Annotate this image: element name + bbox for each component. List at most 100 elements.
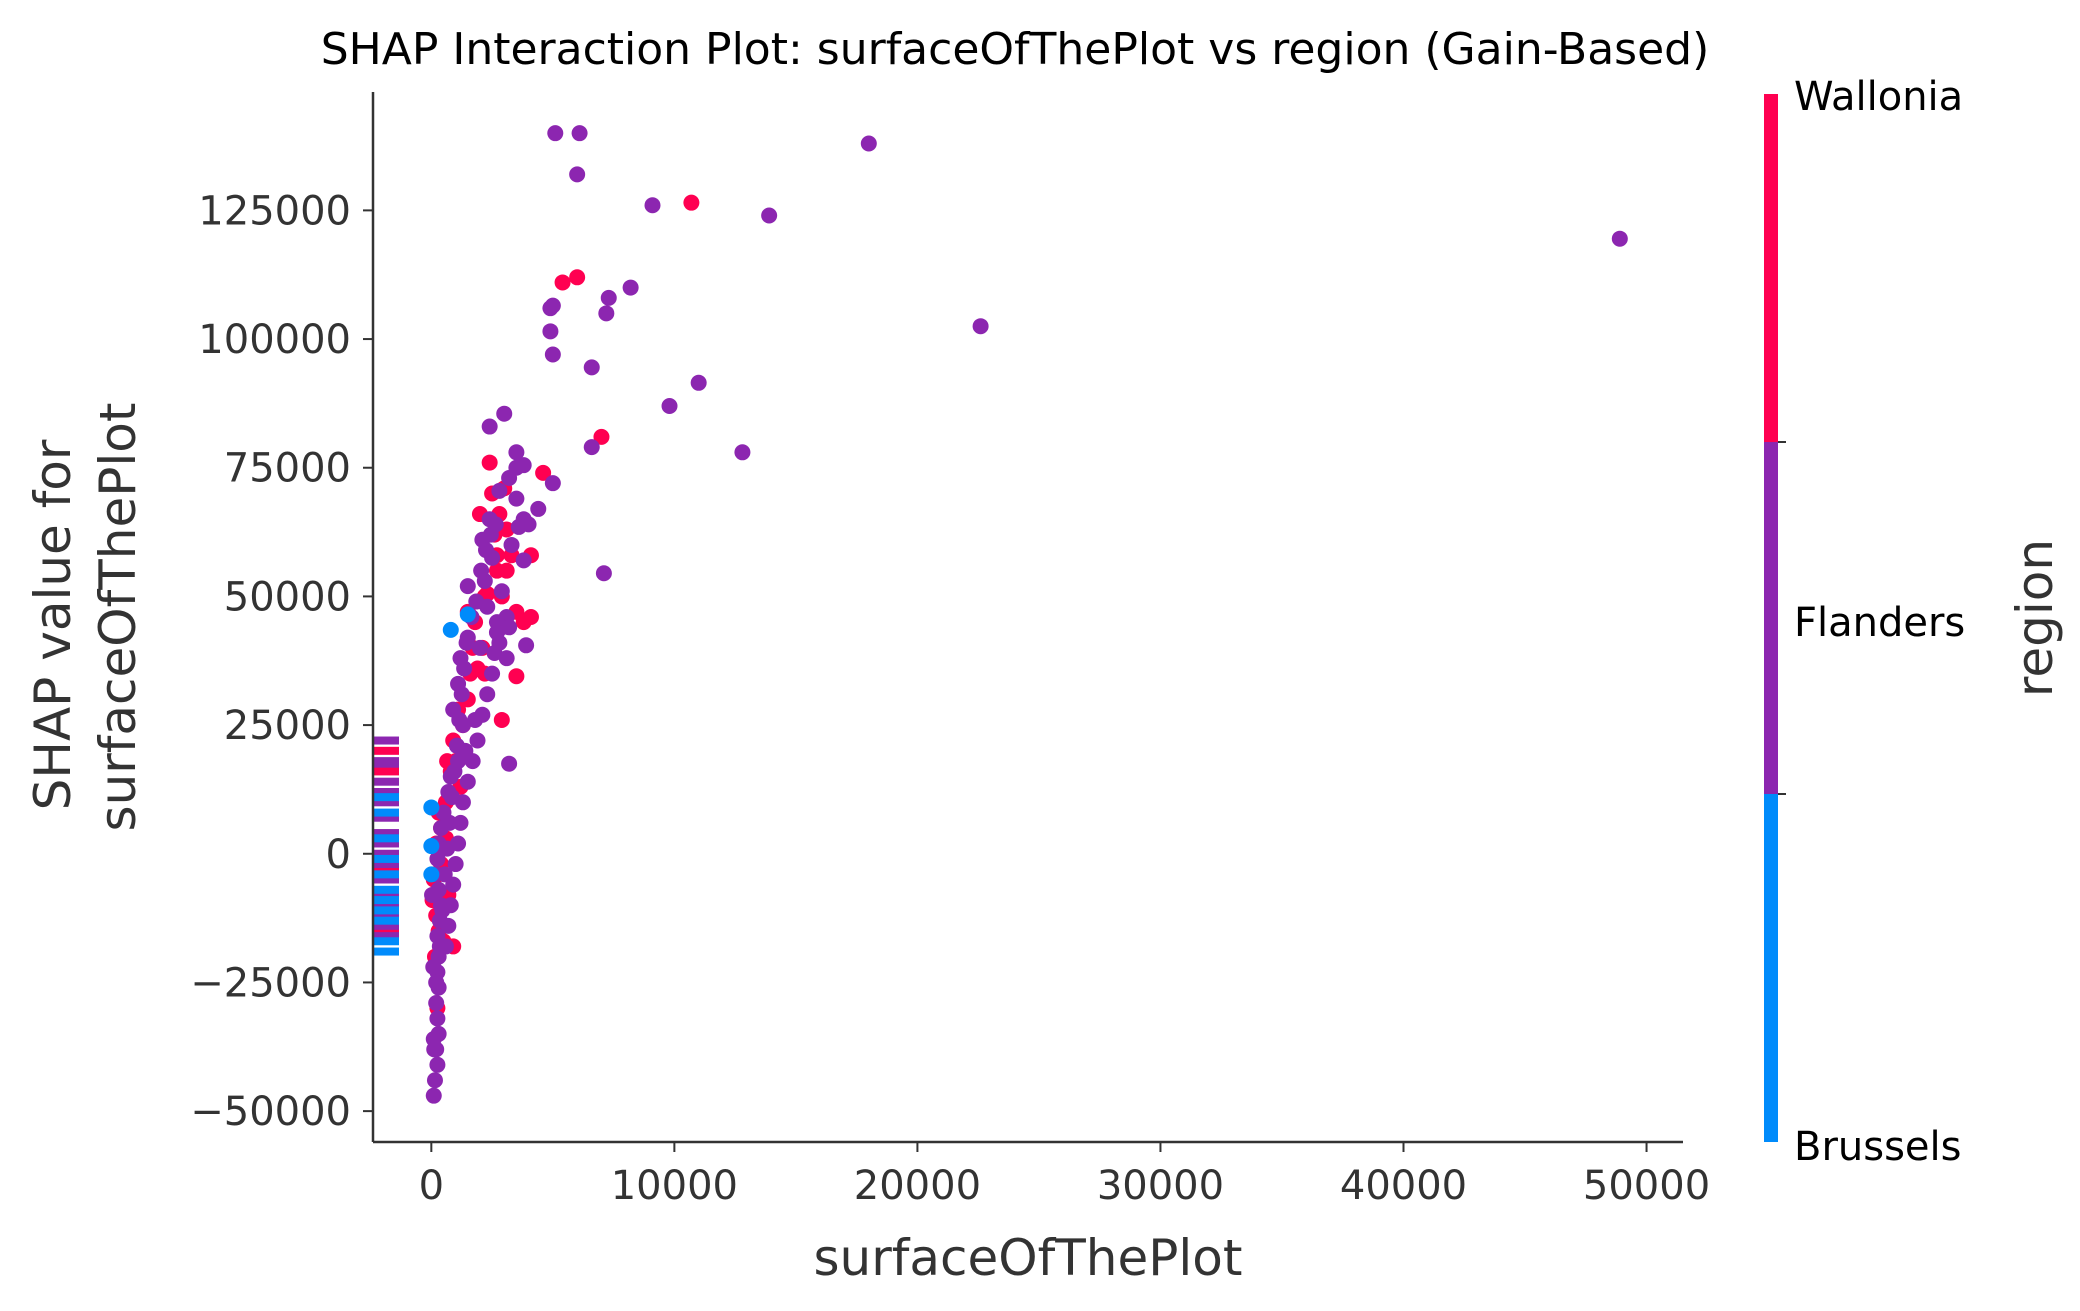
scatter-point — [583, 359, 600, 376]
scatter-point — [481, 454, 498, 471]
scatter-point — [761, 207, 778, 224]
missing-value-mark — [373, 777, 399, 786]
missing-value-mark — [373, 911, 399, 920]
scatter-point — [464, 753, 481, 770]
y-tick-label: 25000 — [224, 703, 351, 749]
scatter-point — [431, 938, 448, 955]
scatter-point — [491, 482, 508, 499]
scatter-point — [468, 593, 485, 610]
missing-value-mark — [373, 865, 399, 874]
scatter-point — [503, 536, 520, 553]
scatter-point — [515, 614, 532, 631]
scatter-point — [661, 397, 678, 414]
missing-value-mark — [373, 813, 399, 822]
scatter-point — [508, 668, 525, 685]
missing-value-mark — [373, 767, 399, 776]
x-tick-label: 30000 — [1097, 1163, 1224, 1209]
scatter-point — [441, 814, 458, 831]
scatter-point — [498, 562, 515, 579]
scatter-point — [425, 1087, 442, 1104]
missing-value-mark — [373, 937, 399, 946]
scatter-point — [423, 866, 440, 883]
scatter-point — [456, 660, 473, 677]
missing-value-mark — [373, 829, 399, 838]
scatter-point — [622, 279, 639, 296]
scatter-point — [508, 490, 525, 507]
scatter-point — [451, 711, 468, 728]
y-tick-label: 100000 — [198, 317, 351, 363]
scatter-point — [644, 197, 661, 214]
y-tick-label: −50000 — [190, 1089, 351, 1135]
scatter-point — [426, 1072, 443, 1089]
y-tick-label: 0 — [326, 832, 351, 878]
x-ticks: 0 10000 20000 30000 40000 50000 — [419, 1142, 1710, 1209]
scatter-point — [429, 1056, 446, 1073]
colorbar-label-brussels: Brussels — [1794, 1124, 1961, 1170]
x-tick-label: 10000 — [611, 1163, 738, 1209]
missing-value-mark — [373, 890, 399, 899]
y-ticks: −50000 −25000 0 25000 50000 75000 100000 125000 — [190, 188, 373, 1135]
missing-value-mark — [373, 926, 399, 935]
scatter-point — [426, 1041, 443, 1058]
scatter-point — [458, 634, 475, 651]
colorbar: Wallonia Flanders Brussels region — [1764, 74, 2064, 1170]
scatter-point — [518, 637, 535, 654]
missing-value-mark — [373, 885, 399, 894]
scatter-point — [478, 542, 495, 559]
scatter-point — [508, 444, 525, 461]
scatter-point — [447, 856, 464, 873]
scatter-point — [428, 974, 445, 991]
y-axis-label: SHAP value for surfaceOfThePlot — [24, 403, 147, 832]
scatter-point — [452, 814, 469, 831]
missing-value-mark — [373, 932, 399, 941]
scatter-point — [542, 323, 559, 340]
missing-value-mark — [373, 759, 399, 768]
scatter-point — [542, 300, 559, 317]
missing-value-mark — [373, 860, 399, 869]
scatter-point — [423, 838, 440, 855]
series-wallonia — [373, 194, 700, 1017]
scatter-point — [429, 1010, 446, 1027]
x-tick-label: 50000 — [1583, 1163, 1710, 1209]
colorbar-label-flanders: Flanders — [1794, 600, 1965, 646]
missing-value-mark — [373, 916, 399, 925]
scatter-point — [595, 565, 612, 582]
scatter-point — [459, 606, 476, 623]
axes — [371, 92, 1683, 1144]
scatter-point — [501, 755, 518, 772]
y-tick-label: 50000 — [224, 574, 351, 620]
colorbar-segment-wallonia — [1764, 94, 1778, 442]
x-tick-label: 0 — [419, 1163, 444, 1209]
scatter-point — [544, 475, 561, 492]
scatter-point — [1611, 230, 1628, 247]
x-axis-label: surfaceOfThePlot — [814, 1229, 1243, 1287]
scatter-point — [690, 374, 707, 391]
missing-value-mark — [373, 854, 399, 863]
missing-value-mark — [373, 793, 399, 802]
scatter-point — [469, 732, 486, 749]
scatter-point — [425, 959, 442, 975]
scatter-point — [569, 269, 586, 286]
scatter-point — [459, 578, 476, 595]
missing-value-mark — [373, 947, 399, 956]
scatter-point — [972, 318, 989, 335]
scatter-point — [474, 706, 491, 723]
y-axis-label-line-2: surfaceOfThePlot — [89, 403, 147, 832]
scatter-point — [554, 274, 571, 291]
scatter-point — [429, 850, 446, 867]
y-tick-label: 125000 — [198, 188, 351, 234]
scatter-point — [598, 305, 615, 322]
scatter-point — [501, 470, 518, 487]
scatter-point — [547, 125, 564, 142]
missing-value-mark — [373, 870, 399, 879]
scatter-point — [479, 686, 496, 703]
missing-value-mark — [373, 849, 399, 858]
colorbar-title: region — [2006, 539, 2064, 697]
scatter-point — [515, 552, 532, 569]
scatter-point — [569, 166, 586, 183]
scatter-point — [593, 428, 610, 445]
scatter-point — [428, 995, 445, 1012]
missing-value-mark — [373, 921, 399, 930]
missing-value-mark — [373, 736, 399, 745]
